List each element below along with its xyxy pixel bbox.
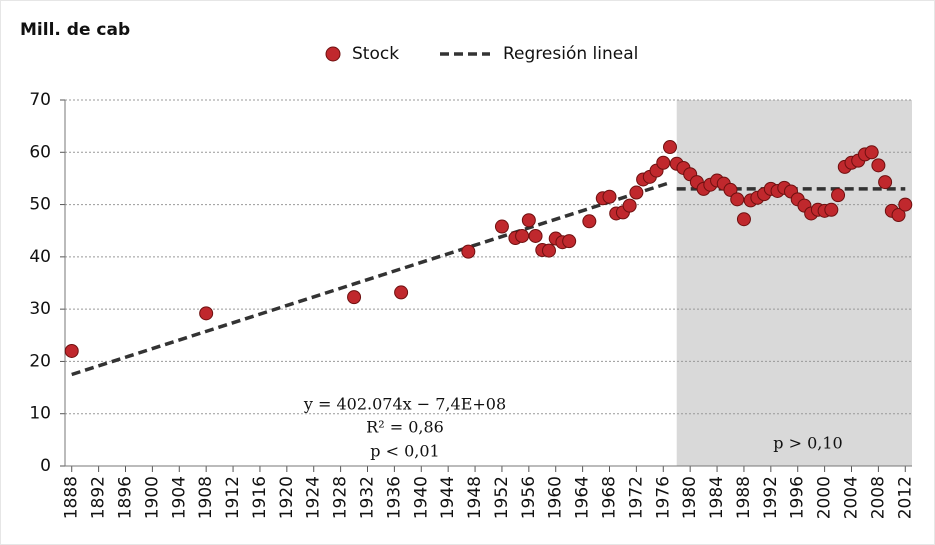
data-point xyxy=(528,228,543,243)
data-point xyxy=(730,192,745,207)
data-point xyxy=(871,158,886,173)
legend-label: Stock xyxy=(352,44,399,64)
data-point xyxy=(656,155,671,170)
x-tick-label: 1936 xyxy=(384,476,404,519)
x-tick-label: 1900 xyxy=(142,476,162,519)
annotation: y = 402.074x − 7,4E+08 xyxy=(303,395,506,414)
x-tick-label: 1984 xyxy=(707,476,727,519)
x-tick-label: 1960 xyxy=(546,476,566,519)
x-tick-label: 1972 xyxy=(626,476,646,519)
x-tick-label: 1956 xyxy=(519,476,539,519)
x-tick-label: 1920 xyxy=(277,476,297,519)
x-tick-label: 2012 xyxy=(895,476,915,519)
x-tick-label: 1964 xyxy=(573,476,593,519)
y-tick-label: 70 xyxy=(29,90,51,110)
legend-marker xyxy=(325,46,341,62)
x-tick-label: 1916 xyxy=(250,476,270,519)
data-point xyxy=(891,208,906,223)
data-point xyxy=(663,140,677,155)
data-point xyxy=(824,202,839,217)
highlight-region xyxy=(676,100,912,466)
data-point xyxy=(494,219,509,234)
x-tick-label: 1996 xyxy=(788,476,808,519)
data-point xyxy=(602,189,617,204)
data-point xyxy=(736,212,751,227)
y-tick-label: 30 xyxy=(29,299,51,319)
data-point xyxy=(582,214,597,229)
data-point xyxy=(461,244,476,259)
x-tick-label: 1988 xyxy=(734,476,754,519)
x-tick-label: 1912 xyxy=(223,476,243,519)
data-point xyxy=(562,234,577,249)
x-tick-label: 1968 xyxy=(600,476,620,519)
x-tick-label: 1980 xyxy=(680,476,700,519)
x-tick-label: 1948 xyxy=(465,476,485,519)
data-point xyxy=(864,145,879,160)
data-point xyxy=(878,175,893,190)
x-tick-label: 1892 xyxy=(89,476,109,519)
x-tick-label: 1924 xyxy=(304,476,324,519)
data-point xyxy=(521,213,536,228)
data-point xyxy=(622,198,637,213)
y-tick-label: 10 xyxy=(29,404,51,424)
data-point xyxy=(629,185,644,200)
data-point xyxy=(723,182,738,197)
y-tick-label: 40 xyxy=(29,247,51,267)
y-tick-label: 0 xyxy=(40,456,51,476)
x-tick-label: 2008 xyxy=(868,476,888,519)
legend-label: Regresión lineal xyxy=(503,44,638,64)
x-tick-label: 1888 xyxy=(62,476,82,519)
data-point xyxy=(831,188,846,203)
data-point xyxy=(542,243,556,258)
x-tick-label: 1904 xyxy=(169,476,189,519)
data-point xyxy=(394,285,409,300)
y-axis-label: Mill. de cab xyxy=(20,20,130,40)
x-tick-label: 1944 xyxy=(438,476,458,519)
x-tick-label: 2000 xyxy=(815,476,835,519)
annotation: R² = 0,86 xyxy=(366,418,444,437)
annotation: p > 0,10 xyxy=(773,434,842,453)
data-point xyxy=(898,197,913,212)
y-tick-label: 50 xyxy=(29,195,51,215)
regression-line xyxy=(71,180,671,377)
x-tick-label: 1992 xyxy=(761,476,781,519)
x-tick-label: 1976 xyxy=(653,476,673,519)
data-point xyxy=(64,343,79,358)
y-tick-label: 20 xyxy=(29,351,51,371)
x-tick-label: 1940 xyxy=(411,476,431,519)
x-tick-label: 2004 xyxy=(842,476,862,519)
x-tick-label: 1928 xyxy=(331,476,351,519)
data-point xyxy=(199,306,214,321)
data-point xyxy=(347,290,362,305)
x-tick-label: 1896 xyxy=(116,476,136,519)
y-tick-label: 60 xyxy=(29,142,51,162)
data-point xyxy=(515,228,530,243)
x-tick-label: 1908 xyxy=(196,476,216,519)
x-tick-label: 1952 xyxy=(492,476,512,519)
x-tick-label: 1932 xyxy=(358,476,378,519)
annotation: p < 0,01 xyxy=(370,442,439,461)
